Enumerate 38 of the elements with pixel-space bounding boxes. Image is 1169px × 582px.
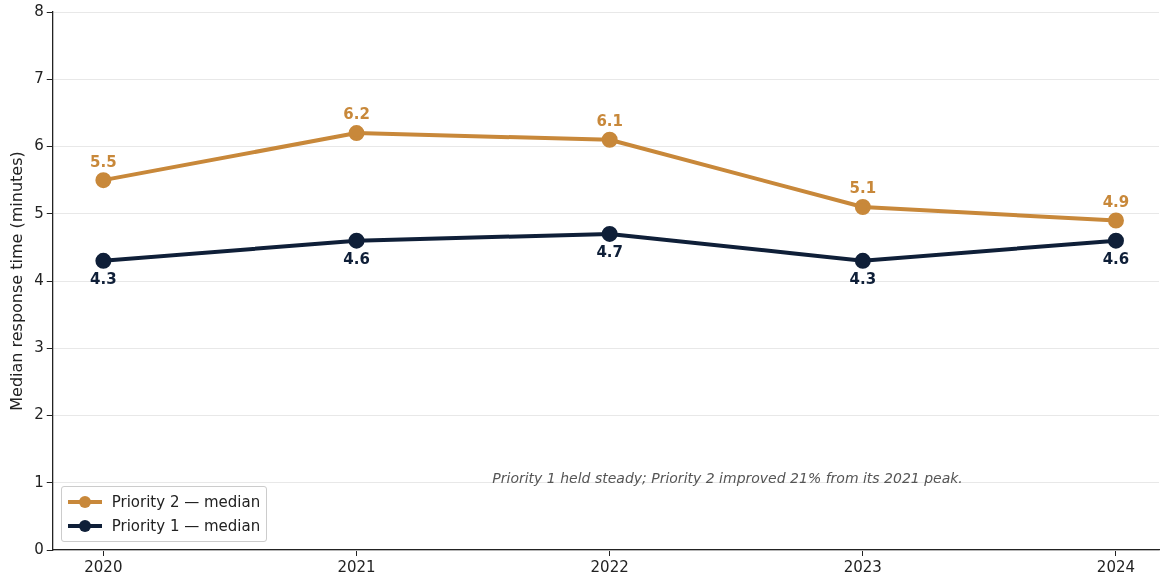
y-axis-title: Median response time (minutes) [6,151,26,411]
data-label: 5.5 [90,152,117,171]
x-tick-label: 2023 [843,557,882,576]
data-label: 4.3 [90,270,117,289]
x-tick-label: 2020 [84,557,123,576]
point [95,252,112,269]
point [1107,232,1124,249]
data-label: 6.1 [596,112,623,131]
point [601,131,618,148]
data-label: 4.3 [849,270,877,289]
x-tick-label: 2024 [1096,557,1136,576]
y-tick-label: 5 [34,203,44,222]
y-tick-label: 6 [34,136,44,155]
point [348,125,365,142]
y-tick-label: 7 [34,69,44,88]
y-tick-label: 8 [34,1,44,20]
legend-label: Priority 2 — median [111,493,261,511]
x-tick-label: 2022 [590,557,629,576]
data-label: 4.9 [1102,192,1130,211]
point [1107,212,1124,229]
legend-label: Priority 1 — median [111,517,261,535]
data-label: 4.7 [596,243,623,262]
y-tick-label: 1 [34,472,44,491]
point [348,232,365,249]
data-label: 5.1 [849,179,877,198]
y-tick-label: 3 [34,338,44,357]
point [854,199,871,216]
y-tick-label: 0 [34,539,44,558]
data-label: 4.6 [343,250,370,269]
y-tick-label: 4 [34,270,44,289]
y-tick-label: 2 [34,405,44,424]
annotation: Priority 1 held steady; Priority 2 improved 21% from its 2021 peak. [492,470,963,487]
x-tick-label: 2021 [337,557,376,576]
data-label: 4.6 [1102,250,1130,269]
point [854,252,871,269]
point [601,225,618,242]
point [95,172,112,189]
data-label: 6.2 [343,105,370,124]
